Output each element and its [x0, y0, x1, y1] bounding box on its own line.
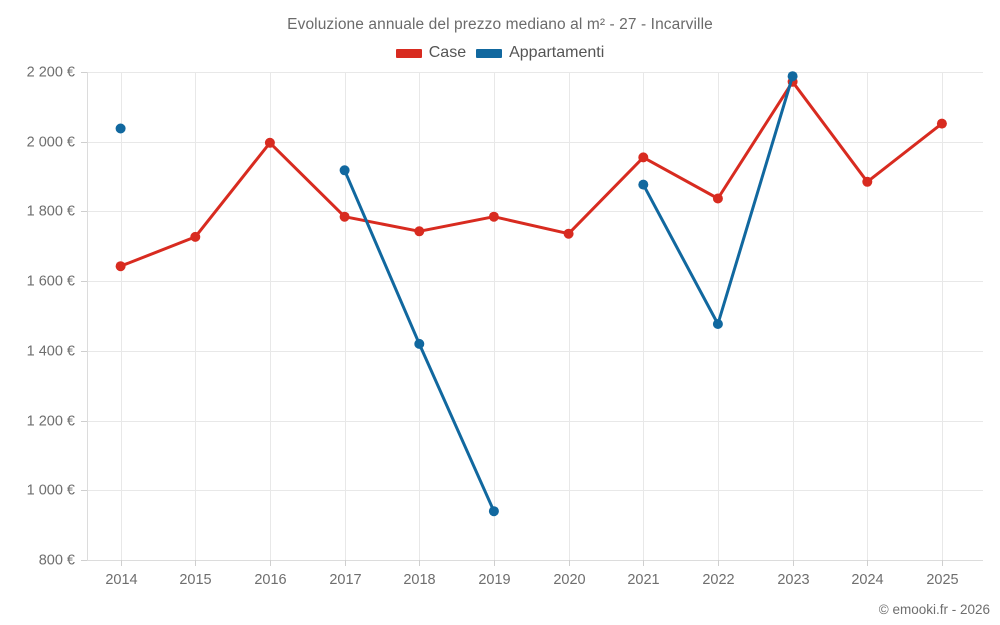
x-tick-label: 2016	[254, 572, 286, 588]
data-point[interactable]	[787, 71, 798, 82]
x-tick-label: 2022	[702, 572, 734, 588]
legend-label-appartamenti: Appartamenti	[509, 44, 605, 61]
data-point[interactable]	[488, 506, 499, 517]
data-point[interactable]	[190, 231, 201, 242]
data-point[interactable]	[414, 338, 425, 349]
x-tick-label: 2017	[329, 572, 361, 588]
data-point[interactable]	[264, 137, 275, 148]
x-tick-label: 2020	[553, 572, 585, 588]
y-tick-label: 1 200 €	[27, 413, 75, 429]
data-point[interactable]	[115, 123, 126, 134]
x-tick-label: 2019	[478, 572, 510, 588]
y-tick-label: 800 €	[39, 552, 75, 568]
data-point[interactable]	[638, 152, 649, 163]
chart-credit: © emooki.fr - 2026	[878, 602, 990, 617]
legend-swatch-appartamenti	[476, 48, 503, 58]
chart-title: Evoluzione annuale del prezzo mediano al…	[287, 16, 713, 33]
data-point[interactable]	[712, 319, 723, 329]
y-tick-label: 1 600 €	[27, 273, 75, 289]
legend-item-appartamenti[interactable]: Appartamenti	[476, 44, 604, 62]
data-point[interactable]	[712, 193, 723, 204]
y-axis-ticks: 800 € 1 000 € 1 200 € 1 400 € 1 600 € 1 800 €…	[27, 64, 75, 568]
grid-layer	[81, 72, 983, 566]
data-point[interactable]	[936, 118, 947, 129]
legend-item-case[interactable]: Case	[395, 44, 467, 62]
y-tick-label: 1 400 €	[27, 343, 75, 359]
y-tick-label: 2 200 €	[27, 64, 75, 80]
x-tick-label: 2015	[179, 572, 211, 588]
series-appartamenti	[115, 71, 798, 517]
data-point[interactable]	[563, 228, 574, 239]
series-case	[115, 76, 947, 272]
data-point[interactable]	[862, 176, 873, 187]
x-tick-label: 2021	[627, 572, 659, 588]
data-point[interactable]	[339, 165, 350, 176]
x-tick-label: 2025	[926, 572, 958, 588]
data-point[interactable]	[638, 179, 649, 190]
data-point[interactable]	[488, 211, 499, 222]
y-tick-label: 1 000 €	[27, 482, 75, 498]
chart-legend: Case Appartamenti	[0, 44, 1000, 62]
x-tick-label: 2014	[105, 572, 137, 588]
y-tick-label: 2 000 €	[27, 134, 75, 150]
legend-label-case: Case	[428, 44, 467, 61]
legend-swatch-case	[395, 48, 422, 58]
data-point[interactable]	[414, 226, 425, 237]
data-point[interactable]	[339, 211, 350, 222]
series-layer	[115, 71, 947, 517]
y-tick-label: 1 800 €	[27, 203, 75, 219]
series-line	[119, 80, 944, 268]
x-tick-label: 2024	[851, 572, 883, 588]
x-tick-label: 2018	[403, 572, 435, 588]
x-tick-label: 2023	[777, 572, 809, 588]
x-axis-ticks: 2014 2015 2016 2017 2018 2019 2020 2021 2022 2023…	[105, 572, 958, 588]
data-point[interactable]	[115, 261, 126, 272]
